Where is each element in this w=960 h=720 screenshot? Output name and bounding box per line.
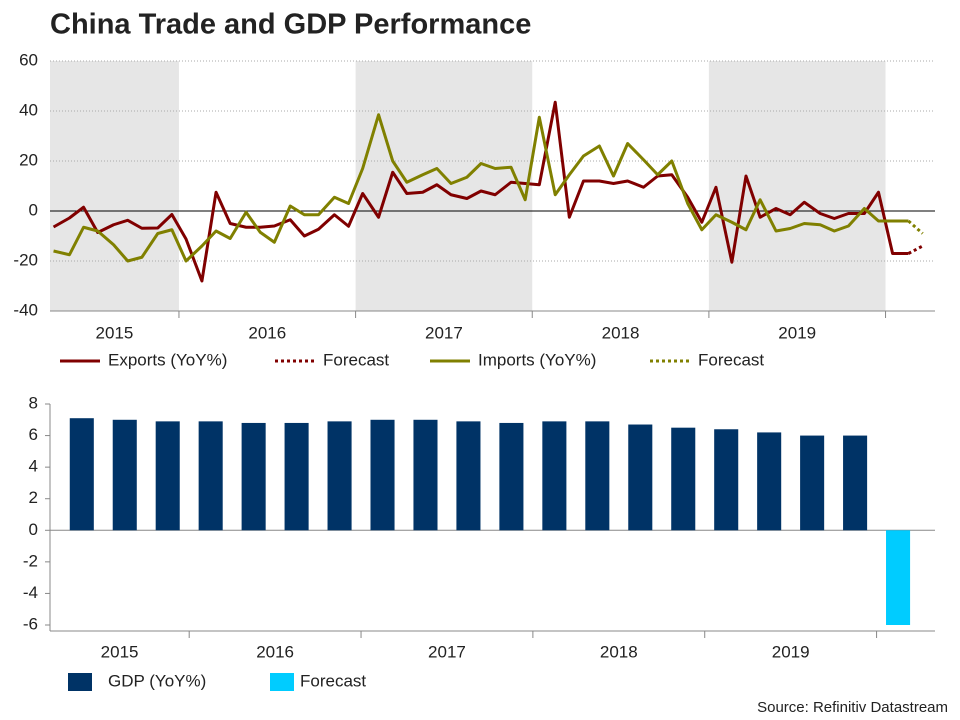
y-tick-label: 2 [29,488,38,507]
source: Source: Refinitiv Datastream [757,699,948,716]
y-tick-label: -20 [13,250,38,269]
y-tick-label: 6 [29,425,38,444]
bar [241,422,266,531]
line [907,244,924,255]
bar [370,419,395,531]
y-tick-label: 0 [29,200,38,219]
bar [843,435,868,531]
legend-label: Forecast [300,671,366,690]
y-tick-label: 40 [19,100,38,119]
bar [413,419,438,531]
bar [800,435,825,531]
bar [628,424,653,531]
x-tick-label: 2019 [772,642,810,661]
y-tick-label: 60 [19,50,38,69]
bar [155,421,180,531]
legend-label: Forecast [698,350,764,369]
y-tick-label: 20 [19,150,38,169]
line [53,113,909,263]
y-tick-label: -40 [13,300,38,319]
bar [456,421,481,531]
year-band [355,61,533,311]
x-tick-label: 2015 [101,642,139,661]
x-tick-label: 2015 [96,323,134,342]
bar [757,432,782,531]
legend-swatch [68,673,92,691]
legend-label: GDP (YoY%) [108,671,206,690]
bar [499,422,524,531]
x-tick-label: 2016 [256,642,294,661]
bar [886,530,911,625]
year-band [50,61,179,311]
legend-label: Imports (YoY%) [478,350,596,369]
bar [542,421,567,531]
year-band [708,61,886,311]
bar [671,427,696,531]
y-tick-label: -6 [23,614,38,633]
bar [198,421,223,531]
legend-swatch [270,673,294,691]
legend-label: Exports (YoY%) [108,350,227,369]
x-tick-label: 2017 [428,642,466,661]
bar [284,422,309,531]
bar [112,419,137,531]
legend-label: Forecast [323,350,389,369]
x-tick-label: 2017 [425,323,463,342]
y-tick-label: 8 [29,393,38,412]
bar [585,421,610,531]
line [52,100,909,283]
x-tick-label: 2018 [602,323,640,342]
y-tick-label: -2 [23,551,38,570]
bar [714,429,739,531]
y-tick-label: -4 [23,583,38,602]
x-tick-label: 2018 [600,642,638,661]
x-tick-label: 2016 [248,323,286,342]
x-tick-label: 2019 [778,323,816,342]
line [907,219,924,235]
y-tick-label: 4 [29,457,38,476]
bar [69,418,94,531]
chart-title: China Trade and GDP Performance [50,9,531,41]
bar [327,421,352,531]
y-tick-label: 0 [29,520,38,539]
